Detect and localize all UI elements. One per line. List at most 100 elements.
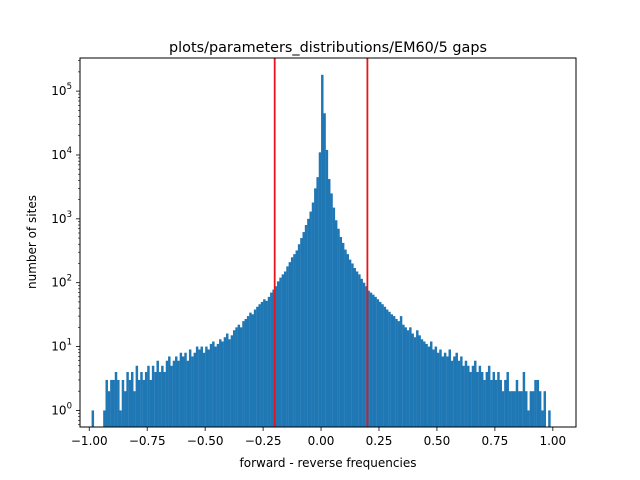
histogram-bar — [205, 346, 208, 427]
histogram-bar — [527, 410, 530, 427]
x-tick-label: −0.25 — [245, 434, 282, 448]
histogram-bar — [378, 301, 382, 427]
histogram-bar — [242, 321, 245, 427]
histogram-bar — [237, 324, 241, 427]
histogram-bar — [506, 371, 509, 427]
histogram-bar — [117, 379, 120, 427]
histogram-bar — [128, 379, 132, 427]
x-tick-label: 0.75 — [482, 434, 509, 448]
histogram-bar — [314, 188, 317, 427]
histogram-bar — [186, 360, 190, 427]
x-axis-ticks: −1.00 −0.75 −0.50 −0.25 0.00 0.25 0.50 0.75 1.00 — [71, 427, 566, 448]
histogram-bar — [158, 371, 162, 427]
histogram-bar — [404, 327, 407, 427]
histogram-bar — [135, 365, 139, 427]
x-tick-label: 1.00 — [539, 434, 566, 448]
histogram-bar — [202, 352, 206, 427]
histogram-bar — [144, 371, 148, 427]
histogram-bar — [283, 271, 287, 427]
histogram-bar — [297, 244, 301, 427]
histogram-bar — [436, 352, 440, 427]
histogram-bar — [172, 360, 176, 427]
histogram-bar — [110, 379, 113, 427]
histogram-bar — [457, 360, 461, 427]
histogram-bar — [515, 379, 519, 427]
histogram-bar — [168, 356, 171, 427]
histogram-bar — [126, 371, 129, 427]
histogram-bar — [478, 365, 482, 427]
histogram-bar — [286, 266, 289, 427]
histogram-bar — [344, 249, 347, 427]
histogram-bar — [399, 316, 403, 427]
histogram-bar — [209, 343, 213, 427]
histogram-bar — [476, 371, 479, 427]
histogram-bar — [107, 391, 111, 427]
histogram-bar — [365, 286, 368, 427]
histogram-bar — [325, 149, 329, 428]
histogram-bar — [105, 379, 108, 427]
histogram-bar — [518, 391, 521, 427]
histogram-bar — [154, 371, 157, 427]
histogram-bar — [161, 365, 164, 427]
y-tick-label: 103 — [51, 210, 72, 226]
histogram-bar — [260, 301, 264, 427]
histogram-bar — [525, 391, 528, 427]
histogram-bar — [232, 330, 236, 427]
histogram-bar — [334, 220, 338, 427]
histogram-bar — [446, 356, 449, 427]
y-tick-label: 100 — [51, 401, 72, 417]
x-tick-label: 0.00 — [308, 434, 335, 448]
histogram-bar — [170, 365, 173, 427]
histogram-bar — [543, 391, 547, 427]
histogram-bar — [207, 349, 210, 427]
histogram-bar — [279, 277, 282, 427]
histogram-bar — [360, 278, 363, 427]
histogram-bar — [406, 330, 410, 427]
histogram-bar — [179, 352, 183, 427]
histogram-bar — [423, 341, 426, 427]
histogram-bar — [216, 343, 220, 427]
histogram-bar — [497, 371, 500, 427]
histogram-bar — [432, 349, 435, 427]
y-tick-label: 104 — [51, 146, 72, 162]
histogram-bar — [439, 349, 442, 427]
histogram-bar — [462, 365, 465, 427]
histogram-bar — [474, 360, 477, 427]
histogram-bar — [253, 309, 257, 427]
histogram-bar — [91, 410, 95, 427]
histogram-bar — [188, 349, 192, 427]
histogram-bar — [427, 346, 431, 427]
histogram-bar — [494, 379, 498, 427]
histogram-bar — [358, 274, 361, 427]
histogram-bar — [369, 292, 373, 427]
histogram-bar — [147, 365, 150, 427]
histogram-bar — [265, 300, 268, 427]
histogram-bar — [114, 371, 118, 427]
histogram-bar — [251, 314, 254, 427]
histogram-bar — [309, 211, 312, 427]
threshold-lines — [273, 58, 369, 427]
histogram-bar — [124, 391, 127, 427]
histogram-bar — [487, 365, 491, 427]
histogram-bar — [130, 371, 134, 427]
x-tick-label: 0.25 — [366, 434, 393, 448]
histogram-bar — [385, 309, 389, 427]
histogram-bar — [295, 250, 299, 427]
histogram-bar — [501, 391, 505, 427]
histogram-bar — [328, 179, 331, 427]
histogram-bar — [239, 327, 243, 427]
histogram-bar — [434, 346, 438, 427]
histogram-bar — [381, 304, 384, 427]
histogram-bar — [244, 319, 248, 427]
histogram-bar — [112, 379, 115, 427]
histogram-bar — [163, 371, 166, 427]
histogram-bar — [277, 281, 280, 427]
histogram-bar — [460, 356, 463, 427]
y-axis-label: number of sites — [25, 195, 39, 289]
histogram-bar — [376, 299, 380, 427]
y-axis-ticks: 100 101 102 103 104 105 — [51, 60, 80, 425]
histogram-bar — [485, 371, 489, 427]
histogram-bar — [181, 356, 185, 427]
histogram-bar — [311, 202, 315, 427]
